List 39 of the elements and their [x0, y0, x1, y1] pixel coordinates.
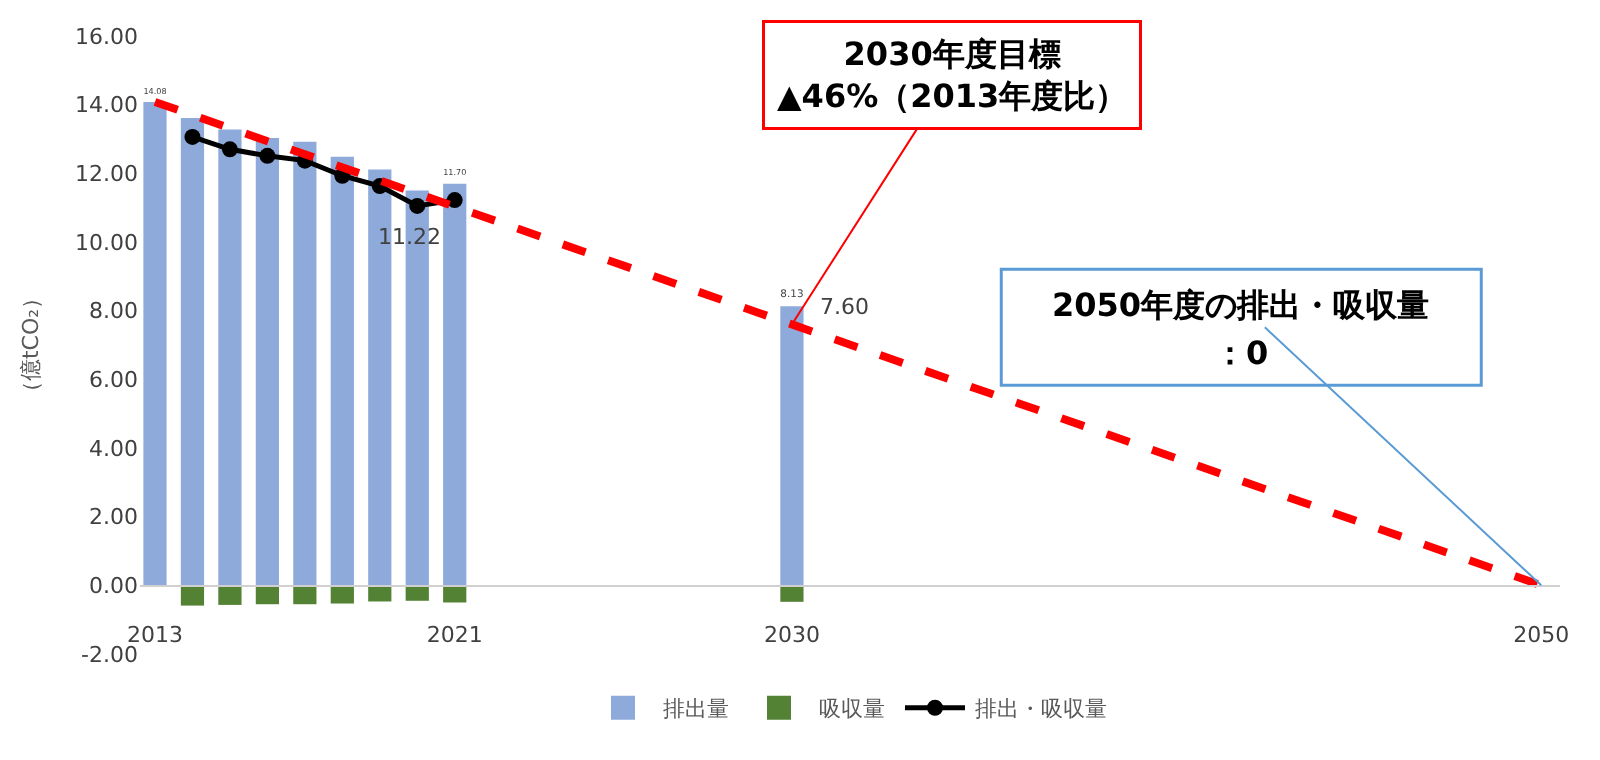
- point: [259, 147, 276, 164]
- bar: [330, 156, 354, 586]
- annotation: 2030年度目標 ▲46%（2013年度比）: [777, 35, 1128, 115]
- bar: [293, 141, 317, 586]
- bar: [330, 585, 354, 604]
- y-tick-label: 16.00: [75, 23, 138, 50]
- y-tick-label: 8.00: [89, 298, 138, 325]
- bar: [180, 585, 205, 606]
- bar: [218, 129, 242, 586]
- bar: [780, 585, 804, 602]
- legend-label: 排出・吸収量: [975, 696, 1107, 723]
- bar: [218, 585, 242, 605]
- bar: [443, 183, 467, 586]
- bar: [143, 101, 167, 586]
- y-tick-label: 12.00: [75, 161, 138, 188]
- y-tick-label: 2.00: [89, 504, 138, 531]
- y-tick-label: 10.00: [75, 229, 138, 256]
- legend-label: 吸収量: [819, 696, 885, 723]
- y-tick-label: 4.00: [89, 435, 138, 462]
- point: [446, 192, 463, 209]
- bar: [780, 306, 804, 586]
- bar: [405, 585, 429, 601]
- y-axis-title: （億tCO₂）: [18, 286, 45, 404]
- data-label: 7.60: [820, 294, 869, 320]
- y-tick-label: 6.00: [89, 367, 138, 394]
- legend-label: 排出量: [663, 696, 729, 723]
- bar: [443, 585, 467, 603]
- annotation: ：0: [1214, 334, 1269, 372]
- y-tick-label: 0.00: [89, 573, 138, 600]
- point: [184, 128, 201, 145]
- bar: [255, 137, 279, 586]
- bar: [180, 118, 205, 586]
- point: [409, 197, 426, 214]
- x-tick-label: 2021: [426, 621, 483, 648]
- y-tick-label: 14.00: [75, 92, 138, 119]
- x-tick-label: 2030: [763, 621, 820, 648]
- annotation: 2050年度の排出・吸収量: [1052, 286, 1430, 324]
- x-tick-label: 2050: [1513, 621, 1570, 648]
- point: [221, 141, 238, 158]
